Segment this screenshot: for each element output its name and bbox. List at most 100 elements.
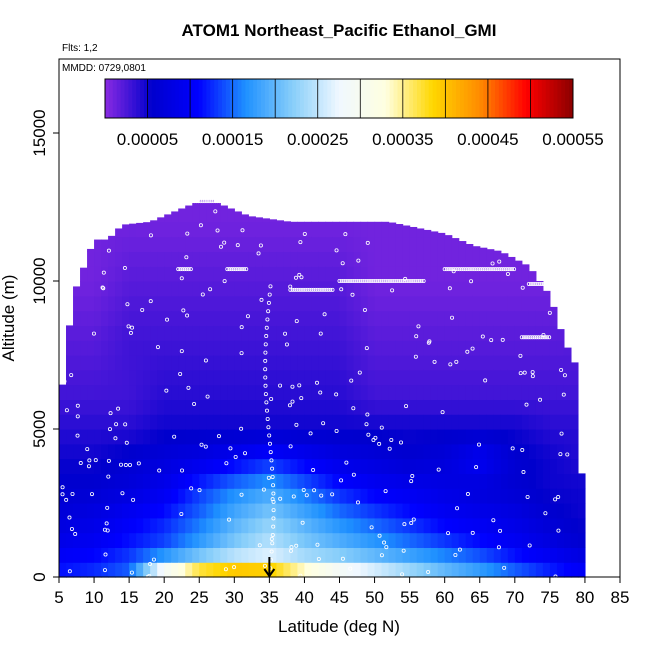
sample-point: [192, 199, 197, 204]
sample-point: [362, 307, 367, 312]
heatmap-cell: [276, 325, 284, 341]
heatmap-cell: [255, 517, 263, 534]
heatmap-cell: [549, 306, 558, 312]
heatmap-cell: [570, 517, 579, 534]
heatmap-cell: [437, 488, 446, 504]
sample-point: [207, 199, 212, 204]
heatmap-cell: [444, 547, 453, 563]
heatmap-cell: [213, 443, 221, 460]
sample-point: [330, 492, 335, 497]
sample-point: [478, 267, 483, 272]
heatmap-cell: [388, 340, 397, 356]
heatmap-cell: [220, 473, 228, 489]
heatmap-cell: [248, 355, 256, 371]
heatmap-cell: [458, 281, 467, 297]
sample-point: [339, 287, 344, 292]
sample-point: [209, 199, 214, 204]
sample-point: [179, 276, 184, 281]
heatmap-cell: [332, 443, 341, 460]
heatmap-cell: [164, 325, 172, 341]
heatmap-cell: [220, 458, 228, 474]
sample-point: [533, 281, 538, 286]
sample-point: [541, 332, 546, 337]
heatmap-cell: [367, 281, 376, 297]
heatmap-cell: [332, 310, 341, 326]
heatmap-cell: [556, 429, 565, 445]
heatmap-cell: [150, 532, 158, 548]
heatmap-cell: [164, 517, 172, 534]
heatmap-cell: [157, 429, 165, 445]
flights-note: Flts: 1,2: [62, 43, 98, 54]
heatmap-cell: [192, 562, 200, 578]
heatmap-cell: [185, 414, 193, 430]
heatmap-cell: [360, 221, 369, 238]
heatmap-cell: [94, 532, 102, 548]
heatmap-cell: [381, 532, 390, 548]
heatmap-cell: [423, 532, 432, 548]
colorbar-swatch: [397, 79, 402, 118]
heatmap-cell: [332, 369, 341, 386]
heatmap-cell: [430, 325, 439, 341]
heatmap-cell: [311, 266, 320, 282]
colorbar-swatch: [401, 79, 406, 118]
heatmap-cell: [325, 325, 334, 341]
heatmap-cell: [353, 384, 362, 400]
heatmap-cell: [563, 532, 572, 548]
heatmap-cell: [234, 562, 242, 578]
heatmap-cell: [108, 384, 116, 400]
heatmap-cell: [80, 384, 88, 400]
sample-point: [290, 399, 295, 404]
heatmap-cell: [451, 429, 460, 445]
sample-point: [78, 461, 83, 466]
heatmap-cell: [304, 547, 313, 563]
heatmap-cell: [423, 562, 432, 578]
sample-point: [416, 324, 421, 329]
heatmap-cell: [80, 295, 88, 312]
heatmap-cell: [507, 458, 516, 474]
heatmap-cell: [486, 251, 495, 267]
y-tick-label: 10000: [30, 257, 49, 304]
heatmap-cell: [108, 369, 116, 386]
heatmap-cell: [171, 532, 179, 548]
colorbar-swatch: [440, 79, 445, 118]
heatmap-cell: [423, 340, 432, 356]
heatmap-cell: [367, 443, 376, 460]
heatmap-cell: [395, 295, 404, 312]
sample-point: [486, 267, 491, 272]
heatmap-cell: [535, 517, 544, 534]
heatmap-cell: [339, 251, 348, 267]
x-tick-label: 85: [611, 588, 630, 607]
sample-point: [225, 267, 230, 272]
heatmap-cell: [290, 221, 299, 238]
heatmap-cell: [122, 310, 130, 326]
sample-point: [67, 569, 72, 574]
heatmap-cell: [192, 355, 200, 371]
heatmap-cell: [73, 429, 81, 445]
sample-point: [480, 334, 485, 339]
sample-point: [108, 411, 113, 416]
heatmap-cell: [444, 355, 453, 371]
colorbar-swatch: [105, 79, 110, 118]
x-tick-label: 20: [155, 588, 174, 607]
heatmap-cell: [409, 429, 418, 445]
colorbar-swatch: [354, 79, 359, 118]
heatmap-cell: [493, 266, 502, 282]
heatmap-cell: [255, 503, 263, 519]
heatmap-cell: [507, 547, 516, 563]
colorbar-swatch: [284, 79, 289, 118]
heatmap-cell: [353, 458, 362, 474]
heatmap-cell: [353, 295, 362, 312]
colorbar-swatch: [491, 79, 496, 118]
heatmap-cell: [206, 384, 214, 400]
heatmap-cell: [213, 414, 221, 430]
heatmap-cell: [444, 458, 453, 474]
heatmap-cell: [430, 266, 439, 282]
heatmap-cell: [94, 399, 102, 415]
heatmap-cell: [66, 399, 74, 415]
colorbar-swatch: [370, 79, 375, 118]
sample-point: [239, 426, 244, 431]
heatmap-cell: [290, 295, 299, 312]
sample-point: [465, 349, 470, 354]
heatmap-cell: [521, 414, 530, 430]
heatmap-cell: [451, 310, 460, 326]
